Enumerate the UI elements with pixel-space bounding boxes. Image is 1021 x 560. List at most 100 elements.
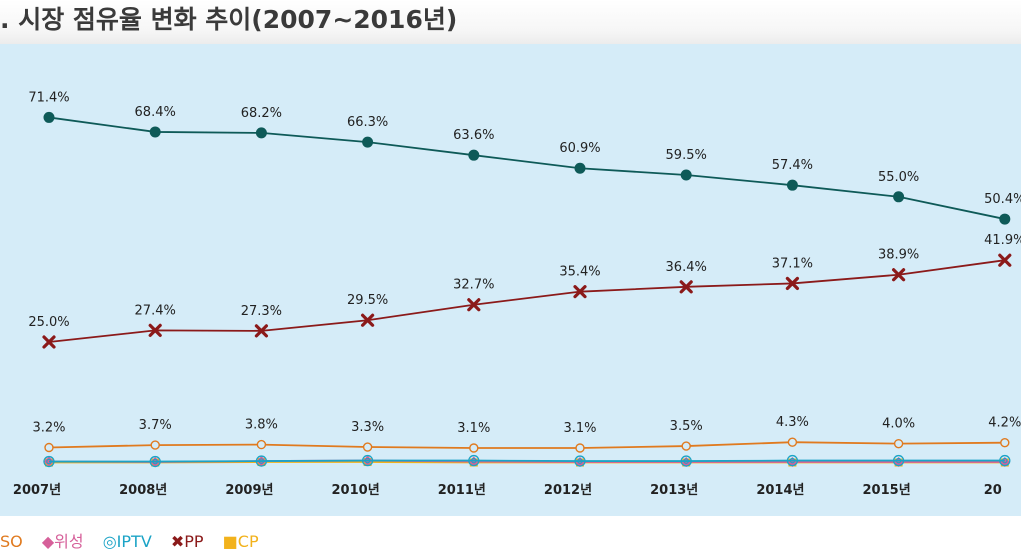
data-point bbox=[149, 455, 161, 468]
data-point bbox=[892, 454, 905, 467]
data-point bbox=[150, 440, 160, 450]
data-point bbox=[681, 457, 692, 468]
legend-label: CP bbox=[237, 532, 259, 551]
chart-title: . 시장 점유율 변화 추이(2007~2016년) bbox=[0, 0, 1021, 44]
data-point bbox=[892, 268, 906, 282]
data-point bbox=[467, 298, 481, 312]
data-label: 59.5% bbox=[666, 148, 707, 163]
data-label: 32.7% bbox=[453, 278, 494, 293]
data-point bbox=[999, 454, 1011, 467]
data-label: 27.4% bbox=[135, 303, 176, 318]
double-circle-icon: ◎ bbox=[102, 532, 117, 551]
data-label: 27.3% bbox=[241, 304, 282, 319]
data-point bbox=[468, 456, 479, 467]
data-point bbox=[469, 443, 479, 453]
data-point-inner bbox=[683, 458, 689, 464]
x-tick-label: 2014년 bbox=[756, 483, 804, 498]
data-label: 3.1% bbox=[563, 421, 596, 436]
data-label: 3.3% bbox=[351, 420, 384, 435]
data-point bbox=[787, 437, 798, 447]
x-tick-label: 2010년 bbox=[332, 483, 380, 498]
data-label: 63.6% bbox=[453, 128, 494, 143]
x-tick-label: 2012년 bbox=[544, 483, 592, 498]
legend-item-cp: ■CP bbox=[223, 532, 259, 551]
data-label: 36.4% bbox=[666, 260, 707, 275]
x-tick-label: 2015년 bbox=[863, 483, 911, 498]
data-point bbox=[786, 454, 799, 467]
data-point bbox=[893, 438, 904, 449]
data-label: 25.0% bbox=[28, 315, 69, 330]
legend-label: PP bbox=[184, 532, 204, 551]
plot-area: 3.2% 3.7% 3.8% 3.3% 3.1% 3.1% 3.5% 4.3% 4.0% 4.2%… bbox=[0, 44, 1021, 516]
data-point bbox=[1000, 437, 1010, 448]
data-point-inner bbox=[1002, 457, 1008, 464]
data-label: 71.4% bbox=[28, 90, 69, 105]
legend-label: 위성 bbox=[54, 532, 84, 551]
data-point bbox=[256, 439, 267, 450]
data-label: 4.3% bbox=[776, 415, 809, 430]
diamond-icon: ◆ bbox=[41, 532, 55, 551]
data-point bbox=[254, 324, 268, 338]
data-point-inner bbox=[895, 457, 902, 464]
x-tick-label: 2007년 bbox=[13, 483, 61, 498]
data-point-inner bbox=[152, 458, 158, 465]
data-point bbox=[43, 111, 55, 123]
legend: SO ◆위성 ◎IPTV ✖PP ■CP bbox=[0, 528, 1021, 554]
data-point bbox=[680, 455, 692, 467]
data-point bbox=[468, 149, 480, 161]
data-point-inner bbox=[577, 458, 583, 464]
series-line bbox=[49, 459, 1005, 463]
series-line bbox=[48, 441, 1005, 449]
data-point bbox=[786, 179, 798, 191]
data-point bbox=[680, 169, 692, 181]
data-label: 3.8% bbox=[245, 418, 278, 433]
data-point bbox=[148, 323, 162, 337]
data-label: 66.3% bbox=[347, 115, 388, 130]
legend-item-iptv: ◎IPTV bbox=[103, 532, 152, 551]
data-point bbox=[575, 457, 585, 468]
data-label: 55.0% bbox=[878, 170, 919, 185]
series-line bbox=[48, 259, 1005, 343]
data-label: 60.9% bbox=[559, 141, 600, 156]
data-point bbox=[575, 443, 585, 453]
data-point bbox=[468, 454, 480, 467]
legend-item-so: SO bbox=[0, 532, 23, 551]
data-label: 41.9% bbox=[984, 233, 1021, 248]
data-point bbox=[43, 455, 55, 468]
data-point bbox=[573, 285, 587, 299]
square-icon: ■ bbox=[222, 532, 238, 551]
data-point bbox=[574, 162, 586, 174]
data-point bbox=[361, 454, 374, 467]
data-label: 37.1% bbox=[772, 256, 813, 271]
x-tick-label: 2011년 bbox=[438, 483, 486, 498]
legend-item-satellite: ◆위성 bbox=[42, 528, 84, 552]
data-point-inner bbox=[471, 457, 477, 464]
data-point bbox=[998, 253, 1012, 267]
data-label: 35.4% bbox=[559, 265, 600, 280]
data-label: 38.9% bbox=[878, 248, 919, 263]
data-point-inner bbox=[258, 458, 265, 464]
series-line bbox=[48, 116, 1005, 220]
data-point bbox=[255, 127, 267, 139]
line-chart: 3.2% 3.7% 3.8% 3.3% 3.1% 3.1% 3.5% 4.3% 4.0% 4.2%… bbox=[13, 90, 1021, 498]
data-point bbox=[362, 136, 374, 148]
data-point-inner bbox=[46, 458, 52, 465]
x-tick-label: 20 bbox=[984, 483, 1002, 498]
data-point-inner bbox=[789, 457, 796, 464]
data-label: 4.0% bbox=[882, 417, 915, 432]
data-label: 68.2% bbox=[241, 106, 282, 121]
data-point bbox=[255, 455, 268, 467]
data-label: 29.5% bbox=[347, 293, 388, 308]
data-label: 3.7% bbox=[139, 418, 172, 433]
legend-label: SO bbox=[0, 532, 23, 551]
legend-label: IPTV bbox=[116, 532, 152, 551]
legend-item-pp: ✖PP bbox=[171, 532, 204, 551]
data-point bbox=[361, 313, 375, 327]
data-point bbox=[785, 276, 799, 291]
data-label: 4.2% bbox=[988, 416, 1021, 431]
data-label: 3.2% bbox=[32, 421, 65, 436]
data-point bbox=[679, 280, 693, 294]
data-label: 50.4% bbox=[984, 192, 1021, 207]
data-label: 57.4% bbox=[772, 158, 813, 173]
data-point-inner bbox=[364, 457, 371, 464]
